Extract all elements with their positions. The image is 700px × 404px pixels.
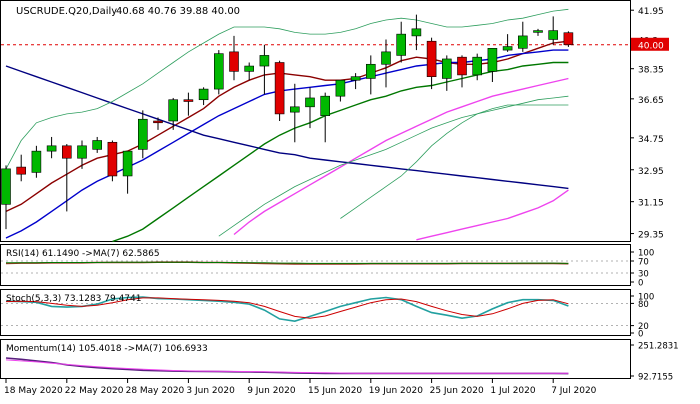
candle-bull	[502, 46, 513, 51]
candle-bull	[77, 145, 87, 159]
overlay-line-ma_magenta-5	[416, 189, 569, 241]
stoch-y-tick-label: 20	[638, 322, 649, 332]
rsi-y-tick-label: 0	[638, 279, 643, 289]
stoch-panel-frame	[0, 289, 631, 336]
current-price-box	[631, 37, 669, 51]
x-tick-label: 25 Jun 2020	[430, 386, 484, 396]
momentum-title: Momentum(14) 105.4018 ->MA(7) 106.6933	[6, 344, 208, 354]
overlay-line-envelope-6	[5, 8, 569, 170]
candle-bear	[107, 141, 118, 177]
rsi-y-tick-label: 70	[638, 258, 649, 268]
y-tick-label: 41.95	[638, 7, 664, 17]
candle-bear	[229, 51, 239, 72]
candle-bull	[198, 88, 209, 101]
overlay-line-envelope-7	[340, 104, 569, 219]
candle-bull	[168, 99, 178, 122]
rsi-y-tick-label: 30	[638, 270, 649, 280]
candle-bear	[153, 120, 163, 124]
candle-bull	[517, 35, 528, 49]
overlay-line-ma_long-4	[5, 65, 569, 190]
candle-bull	[122, 150, 133, 177]
chart-ohlc-label: 40.68 40.76 39.88 40.00	[116, 6, 240, 17]
candle-bull	[365, 63, 376, 79]
x-tick-label: 3 Jun 2020	[186, 386, 235, 396]
candle-bear	[183, 99, 194, 102]
stoch-y-tick-label: 80	[638, 300, 649, 310]
candle-bull	[305, 97, 315, 108]
rsi-plot	[1, 260, 630, 274]
y-tick-label: 38.35	[638, 66, 664, 76]
candle-bull	[214, 53, 224, 90]
chart-symbol-label: USCRUDE.Q20,Daily	[16, 6, 117, 17]
stoch-plot	[1, 296, 630, 327]
y-tick-label: 32.95	[638, 167, 664, 177]
y-tick-label: 31.15	[638, 199, 664, 209]
candle-bull	[320, 95, 331, 116]
candle-bear	[457, 56, 467, 76]
candle-bull	[1, 168, 11, 205]
candle-bull	[244, 65, 254, 72]
y-tick-label: 36.65	[638, 96, 664, 106]
candle-bull	[46, 145, 57, 152]
x-tick-label: 28 May 2020	[126, 386, 185, 396]
x-tick-label: 7 Jul 2020	[551, 386, 596, 396]
rsi-title: RSI(14) 61.1490 ->MA(7) 62.5865	[6, 249, 160, 259]
y-tick-label: 34.75	[638, 135, 664, 145]
momentum-series-ma_magenta	[5, 359, 569, 374]
candle-bull	[411, 28, 422, 37]
rsi-panel-frame	[0, 244, 631, 286]
candle-bull	[138, 118, 148, 150]
stoch-y-tick-label: 0	[638, 330, 643, 340]
overlay-line-envelope-8	[218, 95, 569, 237]
momentum-y-tick-label: 251.2831	[638, 342, 679, 352]
candle-bull	[92, 140, 102, 150]
stoch-series-stoch_signal	[5, 297, 569, 319]
candle-bear	[426, 40, 437, 77]
rsi-y-tick-label: 100	[638, 249, 654, 259]
candle-bear	[274, 62, 285, 115]
candle-bull	[441, 58, 452, 79]
candle-bull	[381, 51, 391, 65]
momentum-panel-frame	[0, 339, 631, 379]
candle-bull	[487, 48, 498, 72]
stoch-title: Stoch(5,3,3) 73.1283 79.4741	[6, 294, 141, 304]
x-tick-label: 9 Jun 2020	[247, 386, 296, 396]
candle-bull	[472, 56, 483, 76]
stoch-y-tick-label: 100	[638, 293, 654, 303]
axes: 41.9540.338.3536.6534.7532.9531.1529.354…	[4, 7, 679, 396]
candle-bear	[61, 145, 72, 159]
x-tick-label: 22 May 2020	[65, 386, 124, 396]
x-tick-label: 18 May 2020	[4, 386, 63, 396]
candle-bull	[31, 150, 42, 173]
x-tick-label: 15 Jun 2020	[308, 386, 362, 396]
candle-bear	[563, 32, 574, 46]
candle-bull	[533, 30, 543, 33]
momentum-y-tick-label: 92.7155	[638, 372, 673, 382]
current-price-label: 40.00	[638, 41, 664, 51]
candle-bull	[350, 76, 361, 81]
price-plot	[1, 8, 630, 243]
x-tick-label: 19 Jun 2020	[369, 386, 423, 396]
x-tick-label: 1 Jul 2020	[490, 386, 535, 396]
rsi-series-ma_slow	[6, 261, 569, 264]
candle-bear	[16, 166, 27, 175]
candle-bull	[548, 30, 559, 40]
momentum-plot	[5, 357, 569, 375]
candle-bull	[289, 106, 300, 113]
candle-bull	[396, 33, 407, 56]
overlay-line-ma_magenta-3	[233, 77, 569, 236]
y-tick-label: 29.35	[638, 231, 664, 241]
candle-bull	[259, 55, 270, 67]
candle-bull	[335, 79, 346, 97]
